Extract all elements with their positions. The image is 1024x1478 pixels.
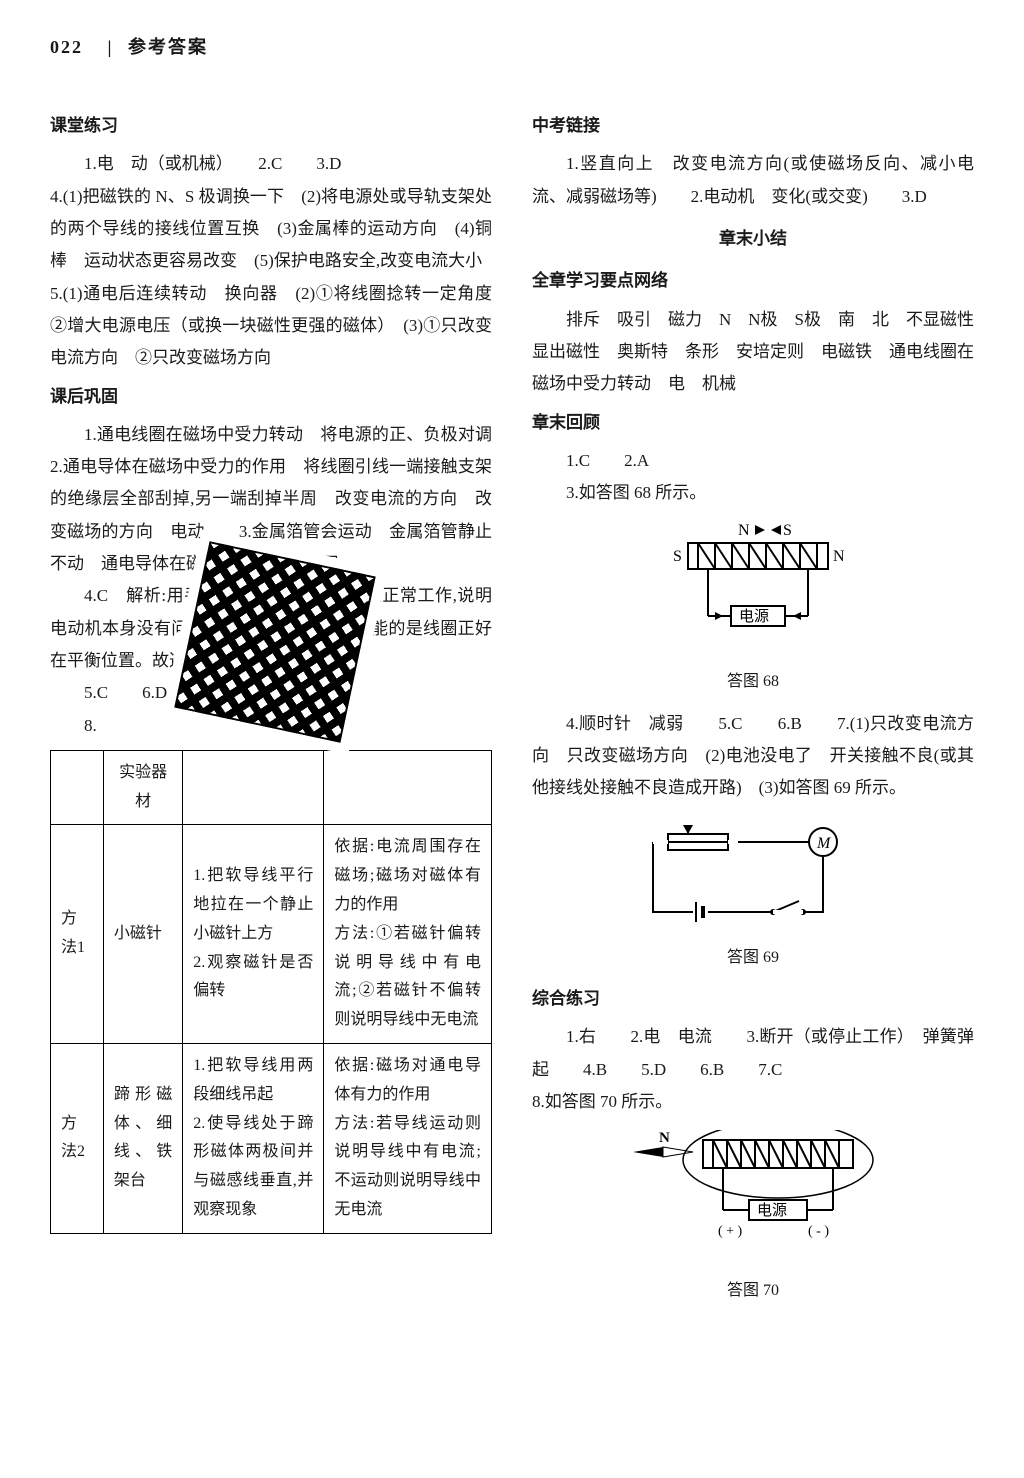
exam-link-title: 中考链接 xyxy=(532,110,974,142)
fig69-svg: M xyxy=(623,817,883,937)
fig68-n-right: N xyxy=(833,548,845,565)
table-row: 实验器材 xyxy=(51,750,492,825)
fig68-svg: N S S N 电源 xyxy=(643,521,863,661)
cell-steps2: 1.把软导线用两段细线吊起2.使导线处于蹄形磁体两极间并与磁感线垂直,并观察现象 xyxy=(183,1044,324,1234)
table-row: 方法2 蹄形磁体、细线、铁架台 1.把软导线用两段细线吊起2.使导线处于蹄形磁体… xyxy=(51,1044,492,1234)
cell-method2: 方法2 xyxy=(51,1044,104,1234)
th-blank xyxy=(51,750,104,825)
network-para: 排斥 吸引 磁力 N N极 S极 南 北 不显磁性 显出磁性 奥斯特 条形 安培… xyxy=(532,304,974,401)
header-title: 参考答案 xyxy=(128,37,208,57)
chapter-summary-title: 章末小结 xyxy=(532,223,974,255)
two-column-layout: 课堂练习 1.电 动（或机械） 2.C 3.D 4.(1)把磁铁的 N、S 极调… xyxy=(50,104,974,1317)
cp-para1: 4.(1)把磁铁的 N、S 极调换一下 (2)将电源处或导轨支架处的两个导线的接… xyxy=(50,181,492,278)
header-divider: | xyxy=(108,37,114,57)
practice-line1: 1.右 2.电 电流 3.断开（或停止工作） 弹簧弹起 4.B 5.D 6.B … xyxy=(532,1021,974,1086)
fig68-caption: 答图 68 xyxy=(532,667,974,697)
table-row: 方法1 小磁针 1.把软导线平行地拉在一个静止小磁针上方2.观察磁针是否偏转 依… xyxy=(51,825,492,1044)
cell-equip2: 蹄形磁体、细线、铁架台 xyxy=(103,1044,182,1234)
experiment-table: 实验器材 方法1 小磁针 1.把软导线平行地拉在一个静止小磁针上方2.观察磁针是… xyxy=(50,750,492,1234)
page-header: 022 | 参考答案 xyxy=(50,30,974,64)
cp-para2: 5.(1)通电后连续转动 换向器 (2)①将线圈捻转一定角度 ②增大电源电压（或… xyxy=(50,278,492,375)
fig68-n-top: N xyxy=(738,522,750,539)
review-title: 章末回顾 xyxy=(532,407,974,439)
th-c3 xyxy=(183,750,324,825)
cell-basis1: 依据:电流周围存在磁场;磁场对磁体有力的作用方法:①若磁针偏转说明导线中有电流;… xyxy=(324,825,492,1044)
fig70-caption: 答图 70 xyxy=(532,1276,974,1306)
network-title: 全章学习要点网络 xyxy=(532,265,974,297)
fig68-s-top: S xyxy=(783,522,792,539)
comprehensive-title: 综合练习 xyxy=(532,983,974,1015)
left-column: 课堂练习 1.电 动（或机械） 2.C 3.D 4.(1)把磁铁的 N、S 极调… xyxy=(50,104,492,1317)
page-number: 022 xyxy=(50,37,83,57)
fig69-m: M xyxy=(816,835,832,852)
right-column: 中考链接 1.竖直向上 改变电流方向(或使磁场反向、减小电流、减弱磁场等) 2.… xyxy=(532,104,974,1317)
review-line2: 3.如答图 68 所示。 xyxy=(532,477,974,509)
figure-70: N 电源 ( + ) ( - ) xyxy=(532,1130,974,1270)
fig68-power: 电源 xyxy=(739,608,769,625)
figure-69: M xyxy=(532,817,974,937)
fig70-svg: N 电源 ( + ) ( - ) xyxy=(623,1130,883,1270)
cell-basis2: 依据:磁场对通电导体有力的作用方法:若导线运动则说明导线中有电流;不运动则说明导… xyxy=(324,1044,492,1234)
review-line1: 1.C 2.A xyxy=(532,445,974,477)
cell-method1: 方法1 xyxy=(51,825,104,1044)
fig68-s-left: S xyxy=(673,548,682,565)
figure-68: N S S N 电源 xyxy=(532,521,974,661)
th-c4 xyxy=(324,750,492,825)
cell-steps1: 1.把软导线平行地拉在一个静止小磁针上方2.观察磁针是否偏转 xyxy=(183,825,324,1044)
fig70-plus: ( + ) xyxy=(718,1224,743,1239)
review-para2: 4.顺时针 减弱 5.C 6.B 7.(1)只改变电流方向 只改变磁场方向 (2… xyxy=(532,708,974,805)
practice-line2: 8.如答图 70 所示。 xyxy=(532,1086,974,1118)
qr-code-icon xyxy=(162,530,387,755)
fig70-power: 电源 xyxy=(757,1202,787,1219)
classroom-practice-title: 课堂练习 xyxy=(50,110,492,142)
th-equipment: 实验器材 xyxy=(103,750,182,825)
exam-para1: 1.竖直向上 改变电流方向(或使磁场反向、减小电流、减弱磁场等) 2.电动机 变… xyxy=(532,148,974,213)
fig69-caption: 答图 69 xyxy=(532,943,974,973)
fig70-n: N xyxy=(659,1130,670,1146)
cp-line1: 1.电 动（或机械） 2.C 3.D xyxy=(50,148,492,180)
fig70-minus: ( - ) xyxy=(808,1224,829,1239)
cell-equip1: 小磁针 xyxy=(103,825,182,1044)
after-class-title: 课后巩固 xyxy=(50,381,492,413)
